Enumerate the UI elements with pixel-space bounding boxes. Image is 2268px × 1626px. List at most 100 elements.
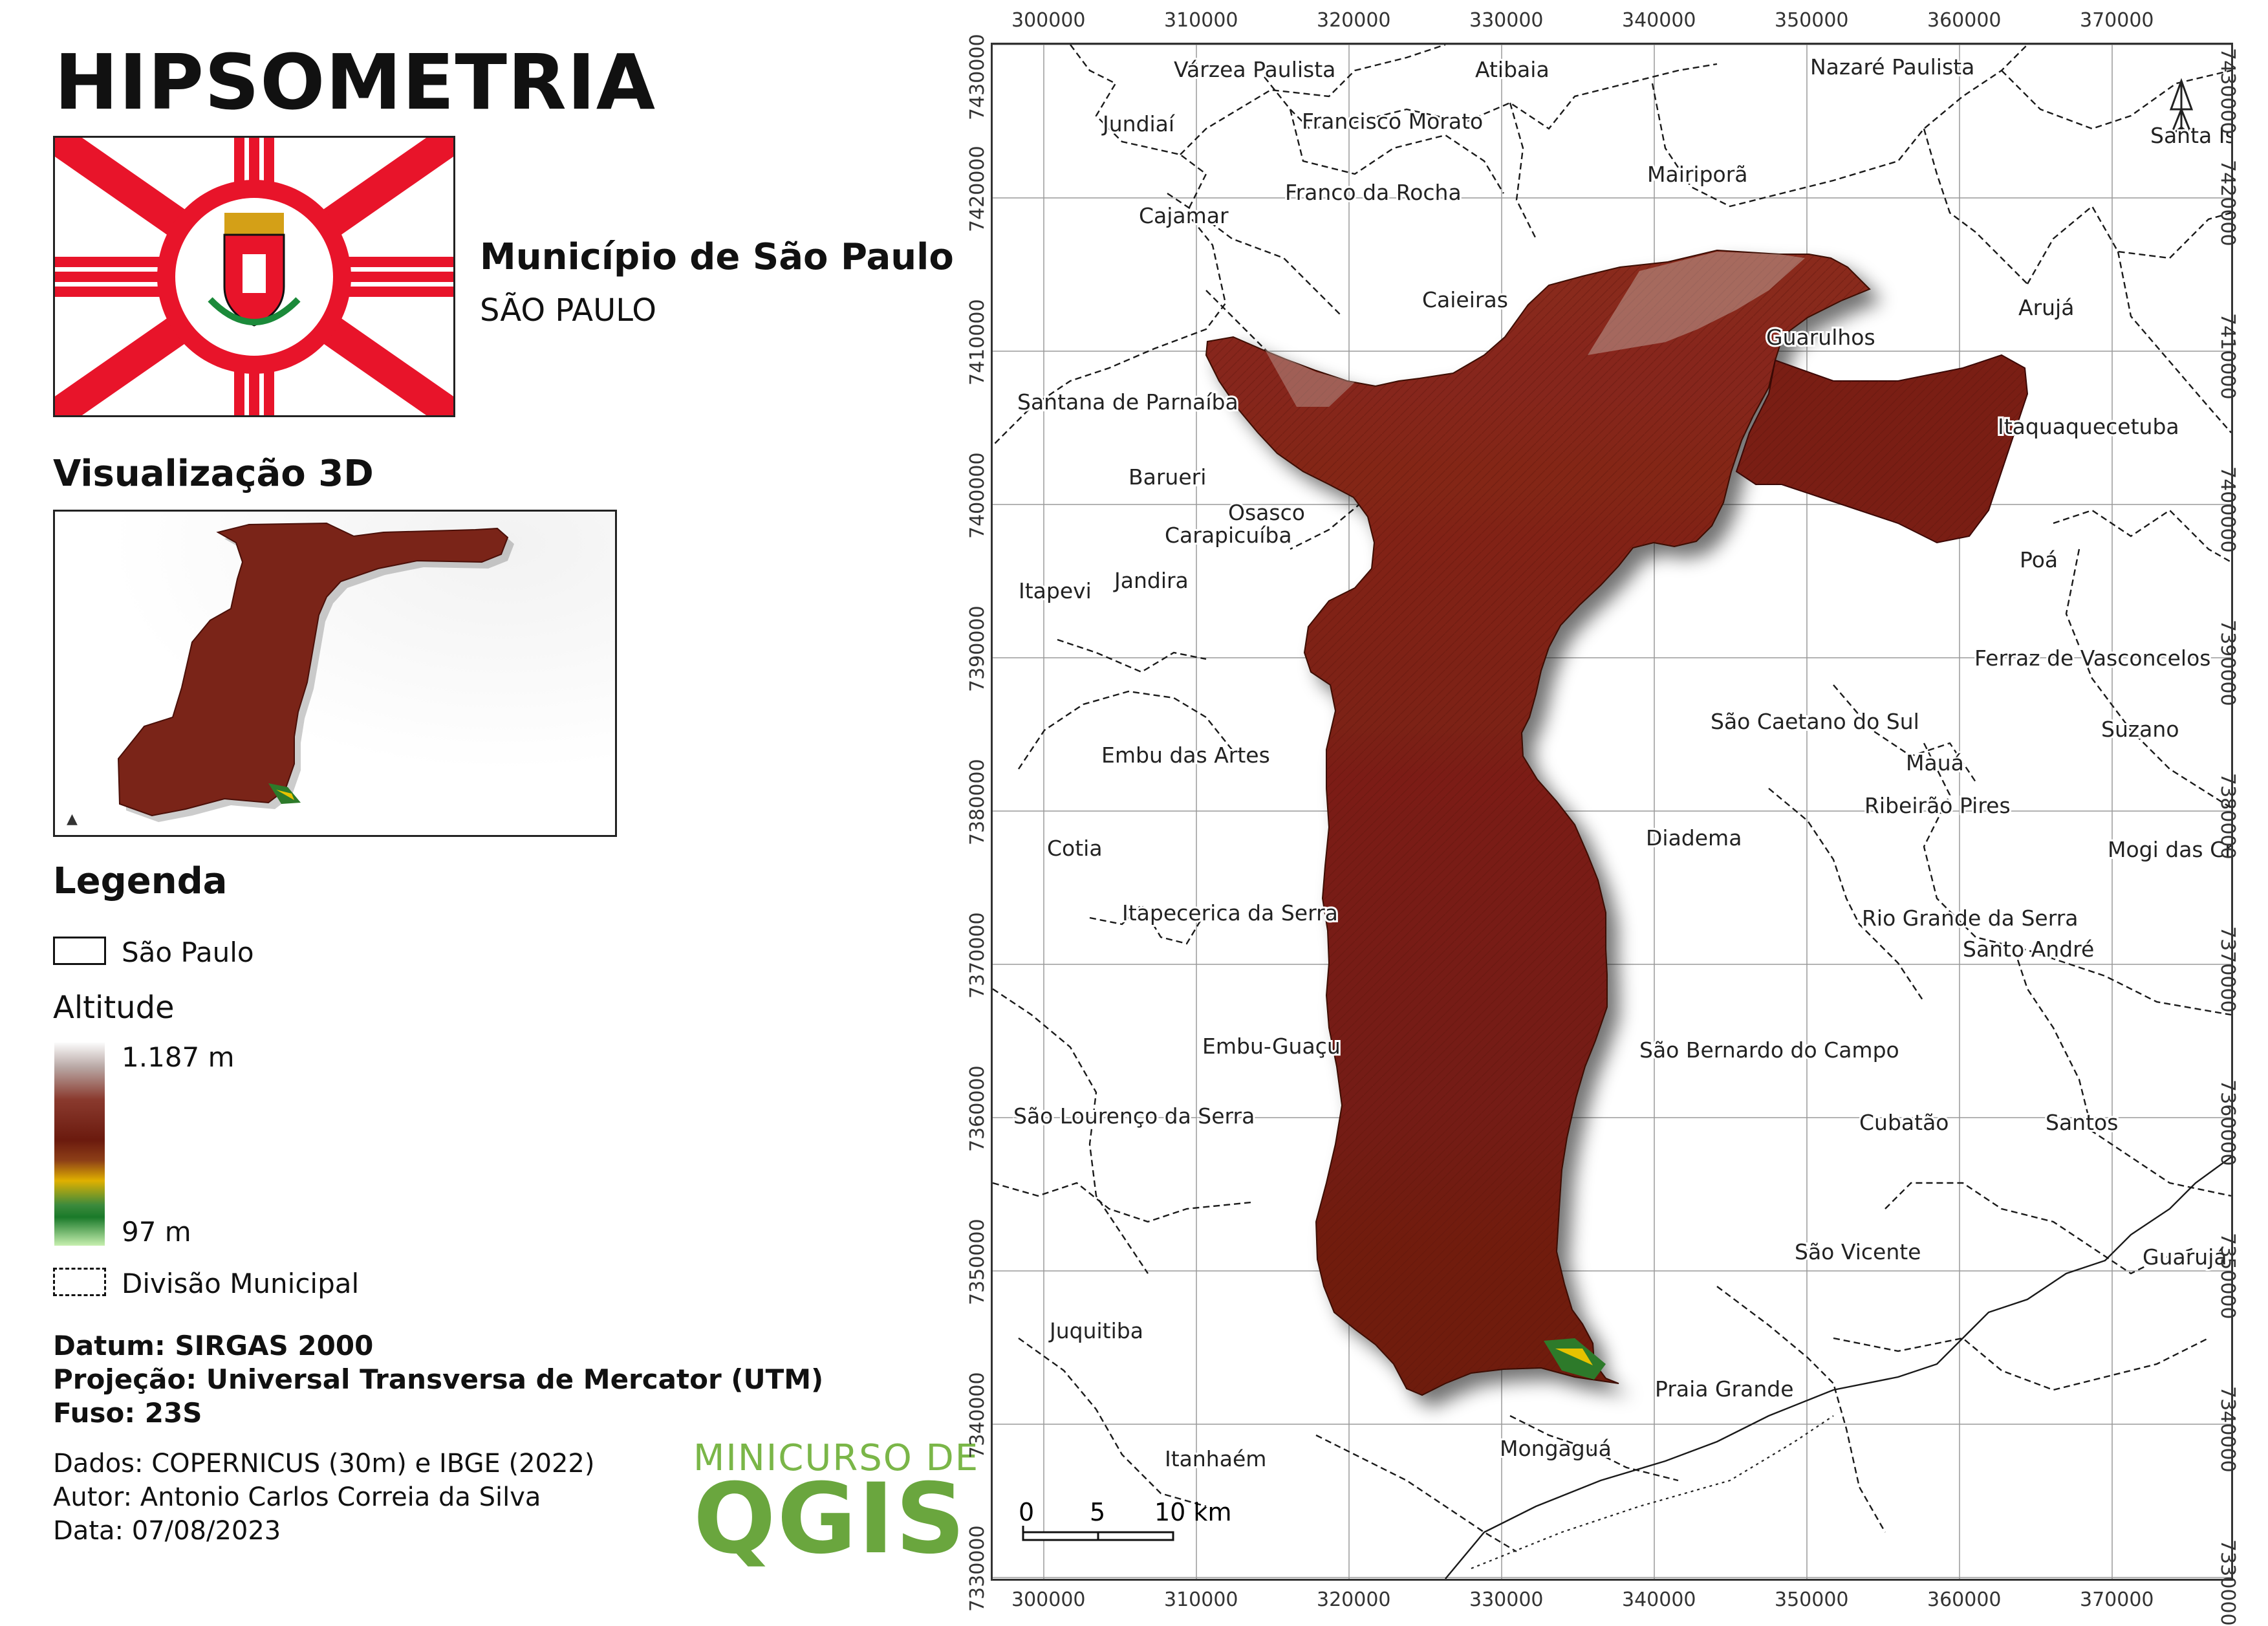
place-label-mongagu-: Mongaguá <box>1500 1436 1612 1461</box>
y-tick-right-2: 7410000 <box>2216 313 2239 400</box>
y-tick-left-9: 7340000 <box>966 1372 989 1458</box>
place-label-mau-: Mauá <box>1906 750 1964 775</box>
x-tick-bottom-4: 340000 <box>1622 1588 1696 1611</box>
y-tick-left-0: 7430000 <box>966 34 989 120</box>
place-label-rio-grande-da-serra: Rio Grande da Serra <box>1862 905 2078 931</box>
municipal-divisions <box>993 45 2231 1553</box>
map-frame[interactable]: 0 5 10 km Várzea Paulista Atibaia Nazaré P… <box>991 43 2233 1581</box>
y-tick-right-4: 7390000 <box>2216 620 2239 706</box>
place-label-diadema: Diadema <box>1646 825 1742 851</box>
place-label-caieiras: Caieiras <box>1422 287 1508 312</box>
view3d-heading: Visualização 3D <box>53 453 374 495</box>
division-swatch <box>53 1268 106 1296</box>
place-label-s-o-vicente: São Vicente <box>1795 1239 1921 1264</box>
place-label-embu-gua-u: Embu-Guaçu <box>1202 1034 1341 1059</box>
y-tick-left-8: 7350000 <box>966 1219 989 1305</box>
date-text: Data: 07/08/2023 <box>53 1516 281 1546</box>
place-label-cotia: Cotia <box>1047 836 1103 861</box>
y-tick-left-5: 7380000 <box>966 759 989 845</box>
place-label-suzano: Suzano <box>2101 717 2179 742</box>
place-label-cubat-o: Cubatão <box>1859 1110 1949 1135</box>
x-tick-bottom-7: 370000 <box>2080 1588 2154 1611</box>
place-label-itanha-m: Itanhaém <box>1165 1446 1266 1471</box>
place-label-itapevi: Itapevi <box>1019 578 1092 603</box>
x-tick-top-0: 300000 <box>1011 9 1086 32</box>
y-tick-right-8: 7350000 <box>2216 1233 2239 1319</box>
x-tick-top-1: 310000 <box>1164 9 1238 32</box>
place-label-praia-grande: Praia Grande <box>1655 1376 1794 1402</box>
x-tick-top-5: 350000 <box>1775 9 1849 32</box>
view3d-north-icon: ▲ <box>67 811 78 827</box>
place-label-santana-de-parna-ba: Santana de Parnaíba <box>1017 389 1238 415</box>
north-arrow-icon <box>2168 78 2194 138</box>
place-label-atibaia: Atibaia <box>1475 57 1550 82</box>
coastline <box>1445 1156 2231 1579</box>
legend-heading: Legenda <box>53 860 228 902</box>
x-tick-top-6: 360000 <box>1927 9 2002 32</box>
place-label-mairipor-: Mairiporã <box>1647 162 1748 187</box>
logo-qgis-text: QGIS <box>693 1463 967 1576</box>
x-tick-bottom-1: 310000 <box>1164 1588 1238 1611</box>
place-label-cajamar: Cajamar <box>1139 203 1229 228</box>
y-tick-left-4: 7390000 <box>966 605 989 692</box>
y-tick-right-0: 7430000 <box>2216 48 2239 135</box>
map-title: HIPSOMETRIA <box>54 38 656 127</box>
y-tick-left-10: 7330000 <box>966 1525 989 1612</box>
place-label-santo-andr-: Santo André <box>1963 937 2094 962</box>
view3d-panel: ▲ <box>53 510 617 837</box>
place-label-s-o-louren-o-da-serra: São Lourenço da Serra <box>1013 1103 1255 1129</box>
place-label-embu-das-artes: Embu das Artes <box>1101 743 1270 768</box>
y-tick-left-6: 7370000 <box>966 912 989 999</box>
y-tick-left-2: 7410000 <box>966 299 989 385</box>
altitude-min-label: 97 m <box>122 1216 191 1248</box>
projection-text: Projeção: Universal Transversa de Mercat… <box>53 1363 824 1395</box>
datum-text: Datum: SIRGAS 2000 <box>53 1330 374 1361</box>
place-label-po-: Poá <box>2020 547 2058 572</box>
state-name: SÃO PAULO <box>480 292 657 329</box>
place-label-s-o-bernardo-do-campo: São Bernardo do Campo <box>1639 1037 1899 1063</box>
y-tick-left-1: 7420000 <box>966 146 989 232</box>
logo-minicurso-text: MINICURSO DE <box>693 1437 980 1479</box>
zone-text: Fuso: 23S <box>53 1397 202 1429</box>
y-tick-left-3: 7400000 <box>966 452 989 539</box>
place-label-guarulhos: Guarulhos <box>1766 325 1875 350</box>
place-label-santos: Santos <box>2046 1110 2118 1135</box>
x-tick-top-7: 370000 <box>2080 9 2154 32</box>
sao-paulo-flag <box>46 125 462 428</box>
place-label-v-rzea-paulista: Várzea Paulista <box>1174 57 1335 82</box>
altitude-max-label: 1.187 m <box>122 1041 235 1073</box>
scale-label-5: 5 <box>1090 1498 1105 1526</box>
x-tick-bottom-0: 300000 <box>1011 1588 1086 1611</box>
place-label-jandira: Jandira <box>1113 568 1189 593</box>
place-label-guaruj-: Guarujá <box>2143 1244 2227 1270</box>
scale-label-0: 0 <box>1019 1498 1034 1526</box>
x-tick-bottom-3: 330000 <box>1469 1588 1544 1611</box>
city-3d-model <box>117 522 509 817</box>
place-label-barueri: Barueri <box>1129 464 1206 490</box>
data-source-text: Dados: COPERNICUS (30m) e IBGE (2022) <box>53 1449 595 1479</box>
y-tick-right-10: 7330000 <box>2216 1539 2239 1626</box>
x-tick-top-4: 340000 <box>1622 9 1696 32</box>
place-label-francisco-morato: Francisco Morato <box>1302 109 1483 134</box>
place-label-itaquaquecetuba: Itaquaquecetuba <box>1998 414 2179 439</box>
y-tick-right-1: 7420000 <box>2216 160 2239 246</box>
boundary-swatch <box>53 937 106 965</box>
scale-label-10: 10 km <box>1154 1498 1231 1526</box>
place-label-aruj-: Arujá <box>2018 295 2074 320</box>
y-tick-right-9: 7340000 <box>2216 1386 2239 1473</box>
x-tick-top-3: 330000 <box>1469 9 1544 32</box>
place-label-itapecerica-da-serra: Itapecerica da Serra <box>1122 900 1338 926</box>
altitude-label: Altitude <box>53 990 175 1026</box>
place-label-ferraz-de-vasconcelos: Ferraz de Vasconcelos <box>1974 645 2210 671</box>
place-label-s-o-caetano-do-sul: São Caetano do Sul <box>1711 709 1919 734</box>
place-label-carapicu-ba: Carapicuíba <box>1165 523 1292 548</box>
place-label-mogi-das-cruzes: Mogi das Cruzes <box>2108 837 2231 862</box>
y-tick-left-7: 7360000 <box>966 1065 989 1152</box>
y-tick-right-5: 7380000 <box>2216 773 2239 860</box>
division-label: Divisão Municipal <box>122 1268 360 1299</box>
scale-bar: 0 5 10 km <box>1019 1498 1231 1541</box>
place-label-santa-isabel: Santa Isabel <box>2150 123 2231 148</box>
y-tick-right-3: 7400000 <box>2216 466 2239 553</box>
y-tick-right-6: 7370000 <box>2216 926 2239 1013</box>
boundary-label: São Paulo <box>122 937 254 968</box>
